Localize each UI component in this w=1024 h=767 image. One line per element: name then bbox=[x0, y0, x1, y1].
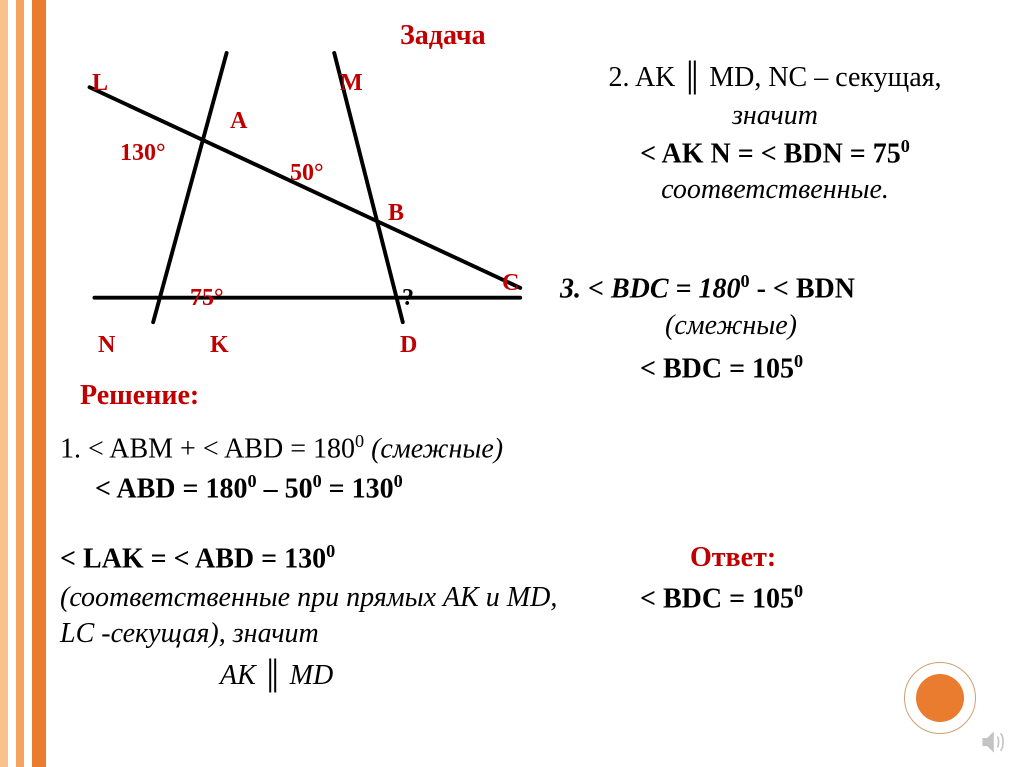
step2-line1: 2. AK ║ MD, NC – секущая, bbox=[545, 60, 1005, 96]
diagram-label-C: C bbox=[502, 270, 519, 297]
diagram-label-K: K bbox=[210, 332, 229, 359]
diagram-label-130: 130° bbox=[120, 140, 166, 167]
diagram-label-: ? bbox=[402, 285, 414, 312]
left-border-stripes bbox=[0, 0, 46, 767]
diagram-label-D: D bbox=[400, 332, 417, 359]
step2-line4: соответственные. bbox=[545, 172, 1005, 208]
geometry-diagram: LAMBCNKD50°75°130°? bbox=[70, 30, 530, 350]
step3-line1: 3. < BDC = 1800 - < BDN bbox=[560, 270, 1020, 308]
step1-line1: 1. < ABM + < ABD = 1800 (смежные) bbox=[60, 430, 503, 468]
step3-line2: (смежные) bbox=[665, 308, 797, 344]
step2-line3: < AK N = < BDN = 750 bbox=[545, 135, 1005, 173]
step1c-line1: < LAK = < ABD = 1300 bbox=[60, 540, 335, 578]
step1c-line2: (соответственные при прямых AK и MD, LC … bbox=[60, 580, 570, 653]
answer-heading: Ответ: bbox=[690, 540, 776, 576]
diagram-svg bbox=[70, 30, 530, 350]
step1-line2: < ABD = 1800 – 500 = 1300 bbox=[95, 470, 403, 508]
answer-value: < BDC = 1050 bbox=[640, 580, 803, 618]
diagram-label-M: M bbox=[340, 70, 363, 97]
step1c-line3: AK ║ MD bbox=[220, 658, 333, 694]
decorative-circle bbox=[916, 674, 964, 722]
step2-line2: значит bbox=[545, 98, 1005, 134]
diagram-label-N: N bbox=[98, 332, 115, 359]
diagram-label-50: 50° bbox=[290, 160, 324, 187]
diagram-label-A: A bbox=[230, 108, 247, 135]
diagram-label-L: L bbox=[92, 70, 108, 97]
diagram-label-B: B bbox=[388, 200, 404, 227]
sound-icon bbox=[980, 729, 1006, 755]
solution-heading: Решение: bbox=[80, 378, 199, 414]
step3-line3: < BDC = 1050 bbox=[640, 350, 803, 388]
diagram-label-75: 75° bbox=[190, 285, 224, 312]
